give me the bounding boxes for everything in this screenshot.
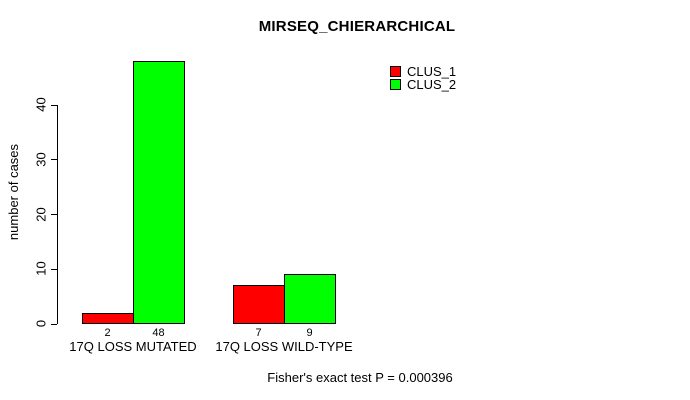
legend-label-clus1: CLUS_1 [407,64,457,79]
y-tick-label: 20 [33,206,49,222]
y-tick-label: 10 [33,261,49,277]
y-axis-line [57,104,58,325]
bar-value-label: 9 [306,327,313,339]
y-tick-label: 40 [33,97,49,112]
y-tick [51,159,57,161]
legend-item-clus2: CLUS_2 [390,78,456,91]
bar-value-label: 7 [255,327,262,339]
y-tick [51,268,57,270]
legend-swatch-clus1 [390,66,401,77]
y-tick [51,214,57,216]
bar-clus_2-group1 [132,60,185,325]
bar-value-label: 48 [152,327,165,339]
y-tick-label: 0 [33,319,49,328]
legend-item-clus1: CLUS_1 [390,65,456,78]
x-category-label-mutated: 17Q LOSS MUTATED [69,339,197,354]
bar-clus_1-group1 [81,312,134,325]
x-category-label-wild-type: 17Q LOSS WILD-TYPE [215,339,353,354]
legend-label-clus2: CLUS_2 [407,77,457,92]
bar-clus_2-group2 [283,274,336,325]
annotation-text: Fisher's exact test P = 0.000396 [267,370,453,385]
y-tick-label: 30 [33,152,49,167]
legend: CLUS_1 CLUS_2 [390,65,456,91]
y-tick [51,104,57,106]
legend-swatch-clus2 [390,79,401,90]
chart-title: MIRSEQ_CHIERARCHICAL [258,18,456,35]
bar-value-label: 2 [104,327,111,339]
y-tick [51,323,57,325]
y-axis-label: number of cases [6,143,21,241]
bar-clus_1-group2 [232,285,285,325]
